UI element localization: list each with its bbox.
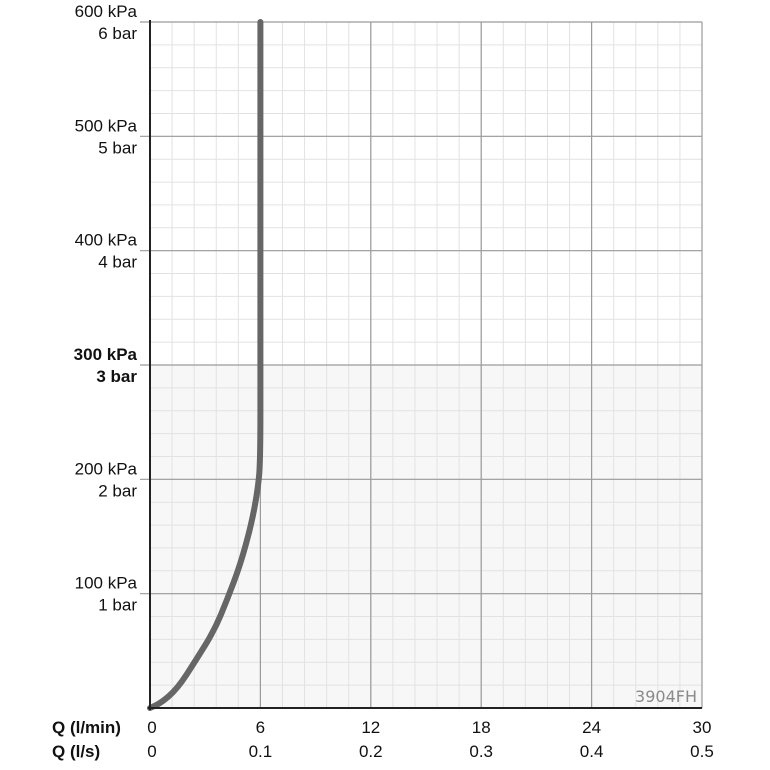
x-tick-label-primary: 30	[693, 718, 712, 737]
axes	[148, 20, 702, 710]
x-tick-label-secondary: 0.4	[580, 742, 604, 761]
x-tick-label-secondary: 0.3	[469, 742, 493, 761]
y-tick-label-bar: 6 bar	[98, 24, 137, 43]
x-axis-label-secondary: Q (l/s)	[52, 742, 100, 761]
series-layer	[147, 19, 264, 711]
x-tick-label-secondary: 0.1	[249, 742, 273, 761]
x-tick-label-secondary: 0.5	[690, 742, 714, 761]
y-tick-label-bar: 2 bar	[98, 481, 137, 500]
x-tick-label-primary: 6	[256, 718, 265, 737]
x-tick-label-primary: 0	[147, 718, 156, 737]
y-tick-label-kpa: 400 kPa	[75, 231, 138, 250]
x-tick-label-primary: 12	[361, 718, 380, 737]
x-tick-label-primary: 18	[472, 718, 491, 737]
x-axis-label-primary: Q (l/min)	[52, 718, 121, 737]
y-tick-label-bar: 5 bar	[98, 138, 137, 157]
plot-background-lower	[150, 365, 702, 708]
y-tick-label-kpa: 600 kPa	[75, 2, 138, 21]
y-tick-label-bar: 4 bar	[98, 253, 137, 272]
model-label: 3904FH	[635, 687, 697, 706]
y-tick-label-kpa: 200 kPa	[75, 459, 138, 478]
x-tick-label-primary: 24	[582, 718, 601, 737]
x-tick-labels: 0 0 6 0.1 12 0.2 18 0.3 24 0.4 30 0.5	[147, 718, 714, 761]
series-line	[147, 19, 264, 711]
y-tick-labels: 600 kPa 6 bar 500 kPa 5 bar 400 kPa 4 bar 300 …	[74, 2, 138, 615]
y-tick-label-kpa: 100 kPa	[75, 574, 138, 593]
y-tick-label-kpa: 300 kPa	[74, 345, 138, 364]
x-tick-label-secondary: 0.2	[359, 742, 383, 761]
y-tick-label-bar: 3 bar	[96, 367, 137, 386]
x-tick-label-secondary: 0	[147, 742, 156, 761]
y-tick-label-kpa: 500 kPa	[75, 116, 138, 135]
y-tick-label-bar: 1 bar	[98, 596, 137, 615]
